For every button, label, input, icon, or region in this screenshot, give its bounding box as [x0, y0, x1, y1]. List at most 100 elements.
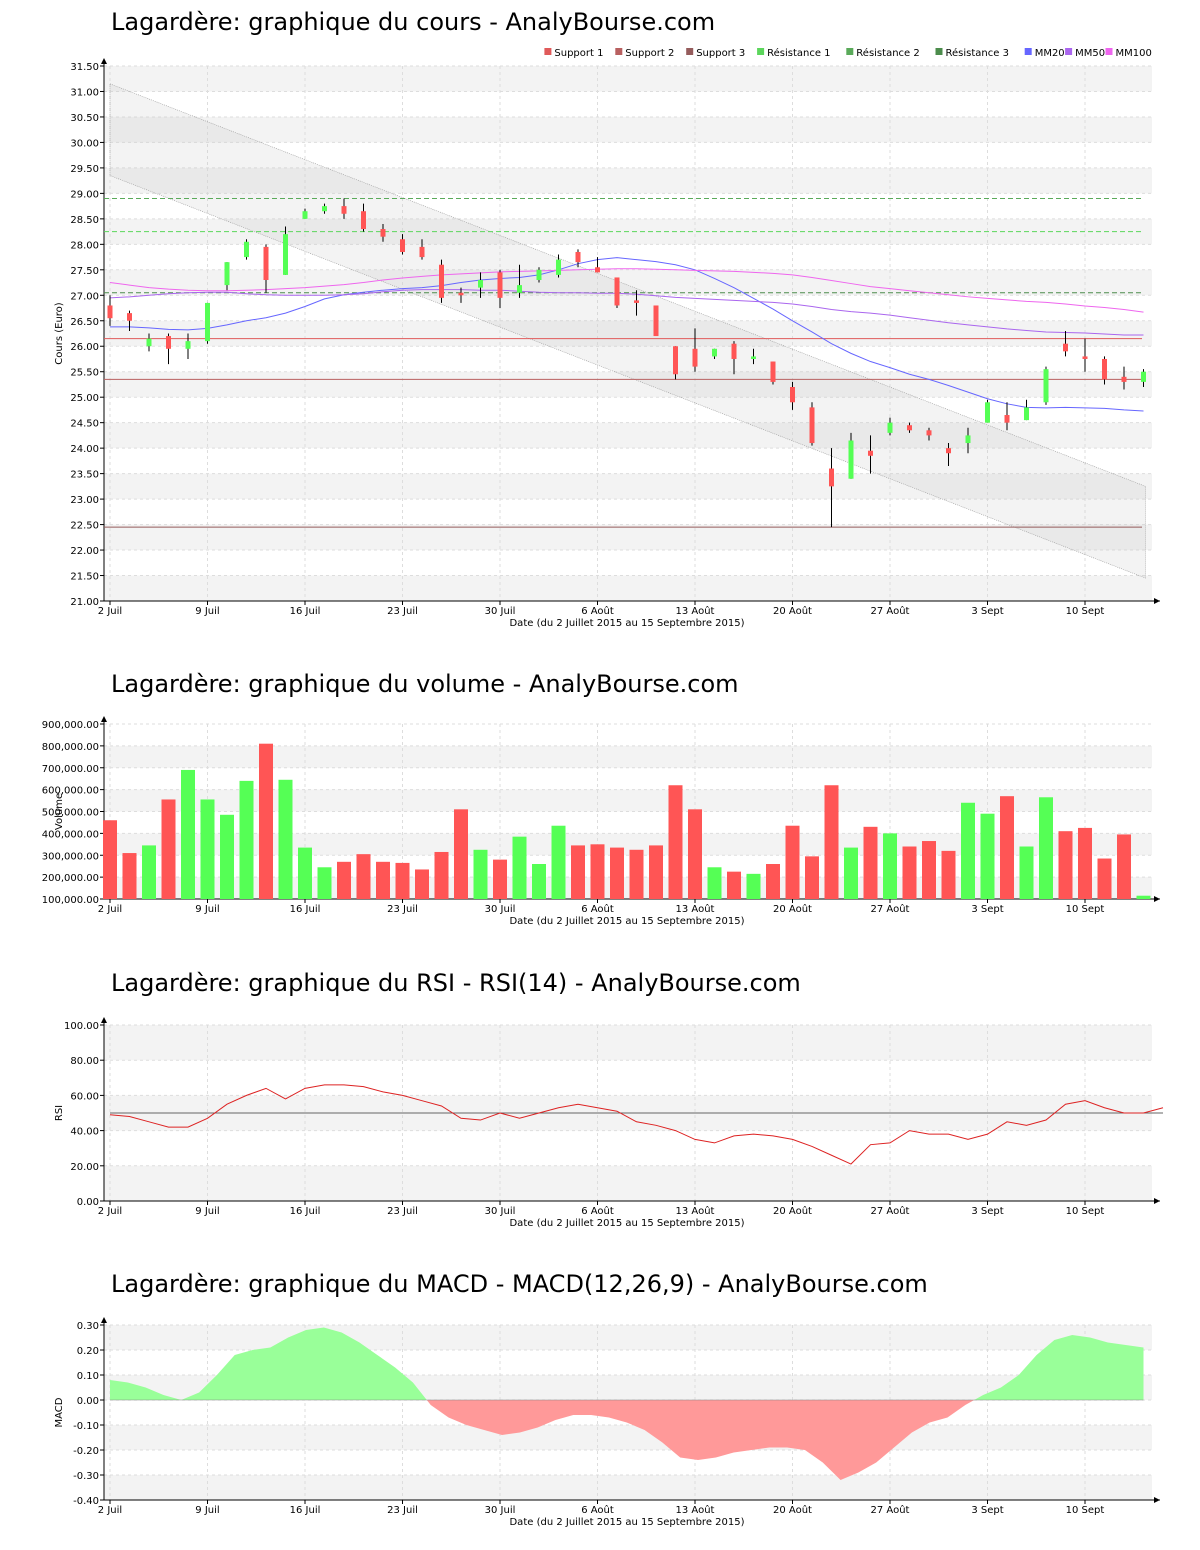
- candle-body: [146, 338, 152, 347]
- candle-body: [692, 348, 698, 367]
- y-tick-label: 0.00: [77, 1197, 99, 1208]
- x-tick-label: 6 Août: [581, 1504, 614, 1516]
- volume-bar: [1136, 895, 1151, 899]
- y-tick-label: 0.20: [77, 1346, 99, 1357]
- mm50-line: [109, 289, 1144, 336]
- grid-band: [104, 66, 1152, 92]
- y-tick-label: 40.00: [70, 1127, 99, 1138]
- x-tick-label: 2 Juil: [98, 606, 122, 617]
- volume-bar: [727, 871, 741, 899]
- y-tick-label: 23.00: [70, 495, 99, 506]
- volume-bar: [1058, 831, 1073, 899]
- volume-bar: [629, 849, 644, 899]
- candle-body: [341, 206, 347, 214]
- x-axis-arrow: [1154, 1497, 1160, 1503]
- grid-band: [104, 524, 1152, 551]
- candle-body: [790, 387, 795, 403]
- candle-body: [712, 348, 717, 357]
- volume-bar: [454, 809, 468, 899]
- candle-body: [907, 425, 912, 431]
- volume-bar: [278, 779, 293, 899]
- candle-body: [770, 361, 776, 382]
- candle-body: [965, 435, 971, 444]
- x-tick-label: 30 Juil: [485, 1505, 516, 1516]
- y-tick-label: 0.00: [77, 1396, 99, 1407]
- y-tick-label: 900,000.00: [42, 720, 99, 731]
- y-tick-label: 23.50: [70, 470, 99, 481]
- candle-body: [868, 450, 873, 456]
- volume-bar: [688, 809, 702, 899]
- y-tick-label: 24.50: [70, 419, 99, 430]
- candle-body: [614, 277, 620, 306]
- candle-body: [946, 448, 951, 454]
- x-tick-label: 27 Août: [871, 903, 910, 915]
- x-tick-label: 6 Août: [581, 903, 614, 915]
- y-tick-label: 400,000.00: [42, 829, 99, 840]
- y-tick-label: 31.00: [70, 87, 99, 98]
- x-axis-arrow: [1154, 896, 1160, 902]
- legend-swatch: [686, 48, 694, 55]
- x-tick-label: 10 Sept: [1066, 1206, 1105, 1217]
- x-tick-label: 10 Sept: [1066, 904, 1105, 915]
- y-tick-label: 60.00: [70, 1091, 99, 1102]
- candle-body: [1024, 407, 1029, 421]
- grid-band: [104, 575, 1152, 601]
- x-tick-label: 3 Sept: [971, 606, 1003, 617]
- x-tick-label: 23 Juil: [387, 606, 418, 617]
- rsi-chart: 0.00 20.00 40.00 60.00 80.00 100.00 2 Juil 9 Ju…: [54, 1017, 1164, 1229]
- volume-bar: [668, 785, 683, 899]
- x-tick-label: 13 Août: [676, 1504, 715, 1516]
- legend-swatch: [615, 48, 623, 55]
- volume-bar: [200, 799, 215, 899]
- macd-positive-area: [974, 1335, 1144, 1400]
- candle-body: [458, 292, 464, 296]
- volume-bar: [1097, 858, 1112, 899]
- volume-bar: [415, 869, 429, 899]
- y-tick-label: 21.50: [70, 572, 99, 583]
- y-tick-label: -0.40: [73, 1496, 99, 1507]
- volume-bar: [337, 861, 351, 899]
- x-tick-label: 30 Juil: [485, 606, 516, 617]
- candle-body: [634, 300, 639, 303]
- candle-body: [829, 468, 834, 487]
- x-axis-label: Date (du 2 Juillet 2015 au 15 Septembre …: [509, 1218, 744, 1229]
- candle-body: [1082, 356, 1088, 359]
- legend-swatch: [757, 48, 765, 55]
- x-tick-label: 10 Sept: [1066, 1505, 1105, 1516]
- volume-bar: [551, 825, 566, 899]
- x-tick-label: 3 Sept: [971, 1505, 1003, 1516]
- volume-bar: [161, 799, 176, 899]
- x-tick-label: 9 Juil: [195, 1505, 219, 1516]
- volume-bar: [493, 859, 507, 899]
- volume-bar: [883, 833, 897, 899]
- volume-bar: [1039, 797, 1053, 899]
- y-tick-label: 25.00: [70, 393, 99, 404]
- volume-bar: [961, 802, 975, 899]
- y-axis-arrow: [101, 1017, 107, 1023]
- x-tick-label: 27 Août: [871, 1504, 910, 1516]
- grid-band: [104, 371, 1152, 398]
- volume-bar: [922, 841, 936, 899]
- candle-body: [244, 241, 249, 258]
- macd-positive-area: [110, 1327, 427, 1400]
- mm100-line: [109, 268, 1144, 313]
- x-axis-arrow: [1154, 1198, 1160, 1204]
- x-tick-label: 16 Juil: [290, 1505, 321, 1516]
- volume-bar: [512, 836, 527, 899]
- y-tick-label: 22.50: [70, 521, 99, 532]
- x-tick-label: 16 Juil: [290, 1206, 321, 1217]
- y-tick-label: 29.00: [70, 189, 99, 200]
- x-tick-label: 20 Août: [773, 1205, 812, 1217]
- x-tick-label: 2 Juil: [98, 1505, 122, 1516]
- candle-body: [478, 280, 483, 288]
- volume-bar: [532, 864, 546, 899]
- legend-label: Support 2: [625, 48, 674, 59]
- volume-bar: [317, 867, 332, 899]
- y-tick-label: 25.50: [70, 368, 99, 379]
- legend-label: MM50: [1075, 48, 1105, 59]
- volume-bar: [941, 850, 956, 899]
- price-chart: 21.00 21.50 22.00 22.50 23.00 23.50 24.00 24.50…: [54, 47, 1160, 629]
- price-panel: Lagardère: graphique du cours - AnalyBou…: [0, 0, 1200, 640]
- x-tick-label: 6 Août: [581, 1205, 614, 1217]
- candle-body: [848, 440, 854, 479]
